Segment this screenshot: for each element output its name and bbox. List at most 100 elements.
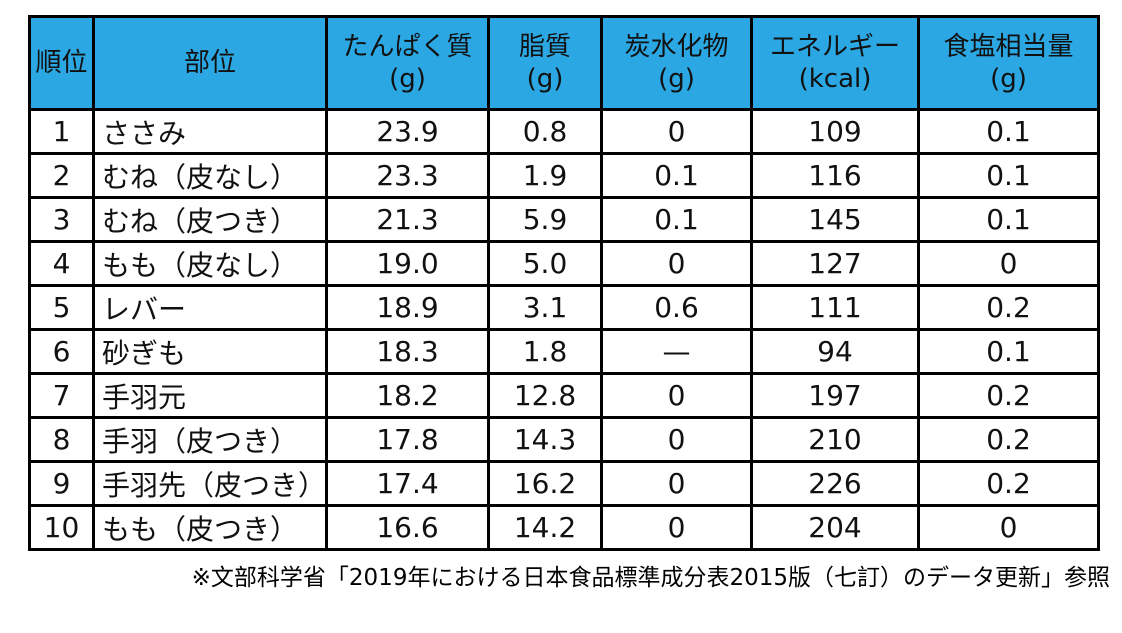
rank-cell: 2: [28, 152, 95, 199]
col-header-protein: たんぱく質 (g): [325, 15, 490, 111]
fat-cell: 1.8: [487, 328, 603, 375]
energy-cell: 145: [750, 196, 920, 243]
fat-cell: 5.0: [487, 240, 603, 287]
table-row: 3 むね（皮つき） 21.3 5.9 0.1 145 0.1: [28, 196, 1100, 243]
salt-cell: 0.2: [917, 460, 1100, 507]
rank-cell: 8: [28, 416, 95, 463]
fat-cell: 5.9: [487, 196, 603, 243]
col-header-part: 部位: [92, 15, 328, 111]
col-header-fat-label: 脂質: [518, 31, 571, 62]
rank-cell: 5: [28, 284, 95, 331]
salt-cell: 0.2: [917, 372, 1100, 419]
rank-cell: 9: [28, 460, 95, 507]
energy-cell: 116: [750, 152, 920, 199]
part-cell: 砂ぎも: [92, 328, 328, 375]
table-row: 9 手羽先（皮つき） 17.4 16.2 0 226 0.2: [28, 460, 1100, 507]
protein-cell: 17.8: [325, 416, 490, 463]
rank-cell: 3: [28, 196, 95, 243]
rank-cell: 7: [28, 372, 95, 419]
protein-cell: 23.9: [325, 108, 490, 155]
rank-cell: 10: [28, 504, 95, 551]
part-cell: 手羽元: [92, 372, 328, 419]
nutrition-table: 順位 部位 たんぱく質 (g) 脂質 (g) 炭水化物 (g): [28, 15, 1100, 551]
col-header-energy-unit: (kcal): [798, 64, 872, 94]
table-row: 1 ささみ 23.9 0.8 0 109 0.1: [28, 108, 1100, 155]
salt-cell: 0.2: [917, 416, 1100, 463]
protein-cell: 18.9: [325, 284, 490, 331]
col-header-carb-unit: (g): [658, 64, 695, 94]
carb-cell: —: [600, 328, 753, 375]
table-row: 5 レバー 18.9 3.1 0.6 111 0.2: [28, 284, 1100, 331]
col-header-energy-label: エネルギー: [769, 31, 900, 62]
col-header-protein-unit: (g): [389, 64, 426, 94]
protein-cell: 16.6: [325, 504, 490, 551]
source-footnote: ※文部科学省「2019年における日本食品標準成分表2015版（七訂）のデータ更新…: [191, 565, 1110, 591]
carb-cell: 0.1: [600, 152, 753, 199]
protein-cell: 21.3: [325, 196, 490, 243]
table-row: 10 もも（皮つき） 16.6 14.2 0 204 0: [28, 504, 1100, 551]
carb-cell: 0: [600, 416, 753, 463]
part-cell: 手羽先（皮つき）: [92, 460, 328, 507]
col-header-rank: 順位: [28, 15, 95, 111]
rank-cell: 1: [28, 108, 95, 155]
carb-cell: 0.1: [600, 196, 753, 243]
table-row: 2 むね（皮なし） 23.3 1.9 0.1 116 0.1: [28, 152, 1100, 199]
protein-cell: 18.2: [325, 372, 490, 419]
col-header-carb: 炭水化物 (g): [600, 15, 753, 111]
carb-cell: 0: [600, 108, 753, 155]
part-cell: むね（皮つき）: [92, 196, 328, 243]
carb-cell: 0: [600, 240, 753, 287]
carb-cell: 0.6: [600, 284, 753, 331]
table-header-row: 順位 部位 たんぱく質 (g) 脂質 (g) 炭水化物 (g): [28, 15, 1100, 111]
salt-cell: 0.2: [917, 284, 1100, 331]
protein-cell: 18.3: [325, 328, 490, 375]
carb-cell: 0: [600, 504, 753, 551]
col-header-rank-label: 順位: [35, 47, 88, 78]
col-header-energy: エネルギー (kcal): [750, 15, 920, 111]
fat-cell: 14.3: [487, 416, 603, 463]
col-header-part-label: 部位: [183, 47, 236, 78]
col-header-salt-label: 食塩相当量: [943, 31, 1074, 62]
col-header-salt: 食塩相当量 (g): [917, 15, 1100, 111]
fat-cell: 0.8: [487, 108, 603, 155]
salt-cell: 0: [917, 504, 1100, 551]
salt-cell: 0.1: [917, 108, 1100, 155]
col-header-fat-unit: (g): [526, 64, 564, 94]
salt-cell: 0.1: [917, 328, 1100, 375]
energy-cell: 197: [750, 372, 920, 419]
part-cell: ささみ: [92, 108, 328, 155]
energy-cell: 226: [750, 460, 920, 507]
col-header-salt-unit: (g): [990, 64, 1027, 94]
carb-cell: 0: [600, 460, 753, 507]
part-cell: もも（皮つき）: [92, 504, 328, 551]
nutrition-table-container: 順位 部位 たんぱく質 (g) 脂質 (g) 炭水化物 (g): [28, 15, 1110, 591]
part-cell: 手羽（皮つき）: [92, 416, 328, 463]
energy-cell: 111: [750, 284, 920, 331]
col-header-carb-label: 炭水化物: [624, 31, 729, 62]
salt-cell: 0.1: [917, 152, 1100, 199]
energy-cell: 127: [750, 240, 920, 287]
table-row: 4 もも（皮なし） 19.0 5.0 0 127 0: [28, 240, 1100, 287]
table-row: 8 手羽（皮つき） 17.8 14.3 0 210 0.2: [28, 416, 1100, 463]
table-row: 7 手羽元 18.2 12.8 0 197 0.2: [28, 372, 1100, 419]
fat-cell: 16.2: [487, 460, 603, 507]
fat-cell: 1.9: [487, 152, 603, 199]
part-cell: もも（皮なし）: [92, 240, 328, 287]
fat-cell: 12.8: [487, 372, 603, 419]
part-cell: むね（皮なし）: [92, 152, 328, 199]
energy-cell: 210: [750, 416, 920, 463]
fat-cell: 3.1: [487, 284, 603, 331]
rank-cell: 4: [28, 240, 95, 287]
col-header-fat: 脂質 (g): [487, 15, 603, 111]
rank-cell: 6: [28, 328, 95, 375]
col-header-protein-label: たんぱく質: [342, 31, 473, 62]
protein-cell: 19.0: [325, 240, 490, 287]
protein-cell: 17.4: [325, 460, 490, 507]
carb-cell: 0: [600, 372, 753, 419]
energy-cell: 109: [750, 108, 920, 155]
salt-cell: 0.1: [917, 196, 1100, 243]
energy-cell: 94: [750, 328, 920, 375]
energy-cell: 204: [750, 504, 920, 551]
protein-cell: 23.3: [325, 152, 490, 199]
table-row: 6 砂ぎも 18.3 1.8 — 94 0.1: [28, 328, 1100, 375]
